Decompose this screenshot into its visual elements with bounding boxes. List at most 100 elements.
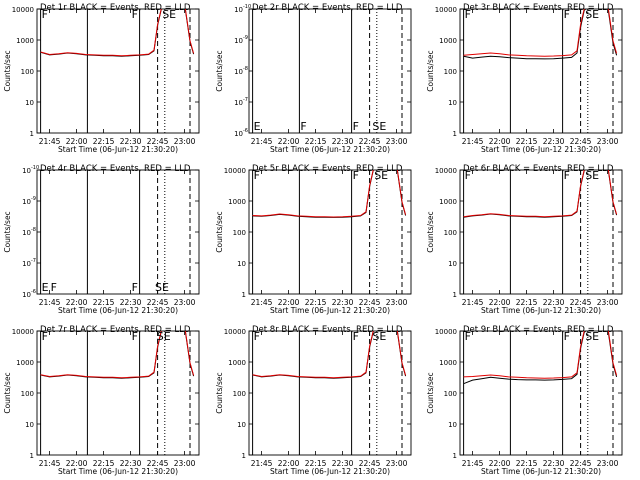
interval-marker-label: F <box>564 330 570 343</box>
x-tick-label: 21:45 <box>251 298 273 307</box>
y-tick-label: 10 <box>448 99 457 107</box>
x-tick-label: 22:15 <box>516 137 538 146</box>
x-tick-label: 21:45 <box>462 459 484 468</box>
x-tick-label: 23:00 <box>597 298 619 307</box>
y-tick-label: 10000 <box>12 328 34 336</box>
lld-series-line <box>252 170 407 218</box>
y-axis-label: Counts/sec <box>3 50 12 91</box>
panel-title: Det 7r BLACK = Events, RED = LLD <box>40 325 191 335</box>
interval-marker-label: F <box>132 281 138 294</box>
y-tick-label: 1 <box>242 291 246 299</box>
y-tick-label: 1000 <box>228 198 246 206</box>
y-tick-label: 10000 <box>224 328 246 336</box>
x-tick-label: 22:15 <box>93 298 115 307</box>
y-tick-label: 100 <box>444 68 457 76</box>
y-tick-label: 1 <box>453 452 457 460</box>
x-tick-label: 21:45 <box>251 137 273 146</box>
x-tick-label: 23:00 <box>174 298 196 307</box>
x-axis-label: Start Time (06-Jun-12 21:30:20) <box>481 306 601 315</box>
x-tick-label: 22:00 <box>489 137 511 146</box>
detector-panel: Det 4r BLACK = Events, RED = LLD10-610-7… <box>3 164 200 315</box>
y-tick-label: 10000 <box>224 167 246 175</box>
interval-marker-label: F <box>51 281 57 294</box>
y-tick-exponent: -6 <box>31 289 36 295</box>
x-axis-label: Start Time (06-Jun-12 21:30:20) <box>58 145 178 154</box>
x-tick-label: 22:45 <box>570 137 592 146</box>
x-axis-label: Start Time (06-Jun-12 21:30:20) <box>481 467 601 476</box>
x-tick-label: 22:45 <box>359 298 381 307</box>
y-axis-label: Counts/sec <box>426 372 435 413</box>
plot-frame <box>248 8 412 134</box>
interval-marker-label: E <box>42 281 49 294</box>
interval-marker-label: F <box>465 8 471 21</box>
y-tick-label: 10 <box>234 130 243 138</box>
x-tick-label: 22:15 <box>305 298 327 307</box>
x-tick-label: 22:45 <box>570 459 592 468</box>
x-tick-label: 22:30 <box>120 298 142 307</box>
plot-frame <box>459 330 623 456</box>
x-tick-label: 22:30 <box>332 137 354 146</box>
y-tick-exponent: -9 <box>31 196 36 202</box>
lld-series-line <box>252 331 407 379</box>
y-tick-label: 10 <box>448 421 457 429</box>
panel-title: Det 9r BLACK = Events, RED = LLD <box>463 325 614 335</box>
y-tick-label: 1 <box>453 291 457 299</box>
plot-frame <box>248 169 412 295</box>
y-tick-label: 10000 <box>435 167 457 175</box>
y-tick-label: 100 <box>21 68 34 76</box>
interval-marker-label: F <box>465 169 471 182</box>
detector-panel: Det 8r BLACK = Events, RED = LLD 1 10 100 10… <box>215 325 412 476</box>
detector-panel: Det 6r BLACK = Events, RED = LLD 1 10 100 10… <box>426 164 623 315</box>
x-tick-label: 21:45 <box>251 459 273 468</box>
x-tick-label: 23:00 <box>597 137 619 146</box>
interval-marker-label: F <box>353 330 359 343</box>
y-tick-label: 100 <box>233 229 246 237</box>
events-series-line <box>463 331 618 385</box>
y-tick-label: 1000 <box>16 359 34 367</box>
x-tick-label: 22:30 <box>120 137 142 146</box>
interval-marker-label: F <box>254 169 260 182</box>
x-axis-label: Start Time (06-Jun-12 21:30:20) <box>270 306 390 315</box>
y-axis-label: Counts/sec <box>426 50 435 91</box>
x-tick-label: 22:30 <box>543 137 565 146</box>
y-tick-label: 10 <box>22 167 31 175</box>
interval-marker-label: SE <box>372 120 386 133</box>
x-tick-label: 22:15 <box>93 459 115 468</box>
x-tick-label: 22:15 <box>305 459 327 468</box>
x-tick-label: 22:30 <box>543 459 565 468</box>
y-tick-label: 1000 <box>439 37 457 45</box>
panel-title: Det 1r BLACK = Events, RED = LLD <box>40 3 191 13</box>
plot-frame <box>459 169 623 295</box>
panel-title: Det 4r BLACK = Events, RED = LLD <box>40 164 191 174</box>
detector-panel: Det 5r BLACK = Events, RED = LLD 1 10 100 10… <box>215 164 412 315</box>
x-tick-label: 23:00 <box>386 459 408 468</box>
x-tick-label: 22:15 <box>305 137 327 146</box>
interval-marker-label: F <box>300 120 306 133</box>
interval-marker-label: SE <box>585 8 599 21</box>
y-tick-label: 10 <box>237 260 246 268</box>
y-axis-label: Counts/sec <box>3 211 12 252</box>
lld-series-line <box>463 170 618 218</box>
interval-marker-label: F <box>353 169 359 182</box>
detector-panel: Det 2r BLACK = Events, RED = LLD10-610-7… <box>215 3 412 154</box>
y-tick-label: 1 <box>242 452 246 460</box>
y-tick-label: 10 <box>234 37 243 45</box>
interval-marker-label: SE <box>585 169 599 182</box>
lld-series-line <box>40 9 195 57</box>
interval-marker-label: SE <box>155 281 169 294</box>
y-tick-label: 10000 <box>435 6 457 14</box>
y-tick-exponent: -8 <box>243 66 248 72</box>
plot-frame <box>248 330 412 456</box>
x-tick-label: 22:45 <box>147 459 169 468</box>
x-tick-label: 22:00 <box>489 298 511 307</box>
y-tick-exponent: -10 <box>243 4 251 10</box>
y-tick-label: 1000 <box>16 37 34 45</box>
x-tick-label: 22:45 <box>147 137 169 146</box>
y-tick-label: 100 <box>233 390 246 398</box>
x-tick-label: 22:00 <box>278 459 300 468</box>
y-tick-label: 10 <box>25 99 34 107</box>
detector-panel: Det 3r BLACK = Events, RED = LLD 1 10 100 10… <box>426 3 623 154</box>
x-tick-label: 22:45 <box>147 298 169 307</box>
y-tick-label: 100 <box>444 229 457 237</box>
y-tick-label: 1 <box>30 452 34 460</box>
